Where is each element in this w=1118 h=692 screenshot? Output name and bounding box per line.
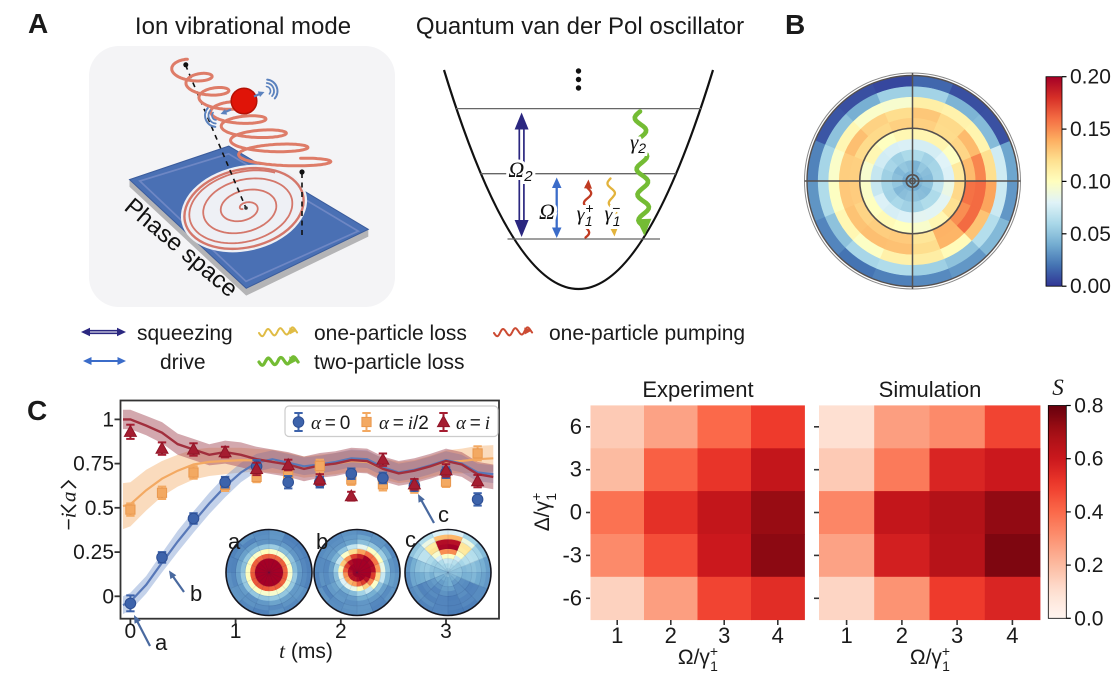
- svg-text:Simulation: Simulation: [879, 377, 982, 402]
- svg-text:0.20: 0.20: [1070, 66, 1111, 89]
- svg-text:3: 3: [440, 620, 452, 643]
- svg-text:-3: -3: [562, 542, 582, 567]
- svg-text:α = i/2: α = i/2: [379, 413, 429, 434]
- svg-text:α = i: α = i: [456, 413, 490, 434]
- svg-text:0.0: 0.0: [1074, 607, 1103, 630]
- svg-text:0.6: 0.6: [1074, 448, 1103, 471]
- svg-text:a: a: [57, 492, 81, 503]
- svg-text:a: a: [155, 630, 168, 655]
- svg-text:one-particle pumping: one-particle pumping: [549, 322, 745, 345]
- svg-text:A: A: [28, 8, 48, 39]
- svg-text:t (ms): t (ms): [279, 639, 333, 663]
- svg-text:3: 3: [718, 623, 730, 648]
- svg-text:Quantum van der Pol oscillator: Quantum van der Pol oscillator: [416, 13, 744, 40]
- svg-text:Ω/γ+1: Ω/γ+ 1: [678, 643, 718, 674]
- svg-text:0.25: 0.25: [73, 541, 114, 564]
- svg-text:3: 3: [951, 623, 963, 648]
- svg-text:one-particle loss: one-particle loss: [314, 322, 467, 345]
- svg-text:squeezing: squeezing: [137, 322, 233, 345]
- svg-text:4: 4: [772, 623, 784, 648]
- svg-text:c: c: [438, 502, 449, 527]
- svg-text:0.2: 0.2: [1074, 554, 1103, 577]
- svg-text:c: c: [405, 527, 416, 552]
- svg-text:0.05: 0.05: [1070, 223, 1111, 246]
- svg-text:1: 1: [230, 620, 242, 643]
- svg-text:-6: -6: [562, 585, 582, 610]
- svg-text:0.75: 0.75: [73, 453, 114, 476]
- svg-text:0.15: 0.15: [1070, 118, 1111, 141]
- svg-text:0.5: 0.5: [85, 497, 114, 520]
- svg-text:a: a: [228, 529, 241, 554]
- svg-text:0.8: 0.8: [1074, 395, 1103, 418]
- svg-text:two-particle loss: two-particle loss: [314, 351, 465, 374]
- svg-text:4: 4: [1006, 623, 1018, 648]
- svg-text:Ω: Ω: [539, 199, 555, 224]
- svg-text:0.10: 0.10: [1070, 170, 1111, 193]
- svg-text:1: 1: [102, 408, 114, 431]
- svg-text:Δ/γ+1: Δ/γ+1: [528, 493, 559, 532]
- svg-text:2: 2: [896, 623, 908, 648]
- svg-text:0.00: 0.00: [1070, 275, 1111, 298]
- svg-text:B: B: [785, 9, 805, 40]
- svg-text:6: 6: [570, 414, 582, 439]
- svg-text:−i: −i: [57, 512, 81, 530]
- svg-text:1: 1: [840, 623, 852, 648]
- svg-text:γ1+: γ1+: [577, 200, 594, 229]
- svg-text:γ1−: γ1−: [604, 200, 620, 229]
- svg-text:Ω/γ+1: Ω/γ+ 1: [910, 643, 950, 674]
- svg-text:C: C: [27, 395, 47, 426]
- svg-text:0: 0: [570, 500, 582, 525]
- svg-text:0: 0: [125, 620, 137, 643]
- svg-text:1: 1: [611, 623, 623, 648]
- svg-text:α = 0: α = 0: [311, 413, 350, 434]
- svg-text:b: b: [190, 581, 202, 606]
- svg-text:drive: drive: [160, 351, 206, 374]
- svg-text:3: 3: [570, 457, 582, 482]
- svg-text:Experiment: Experiment: [642, 377, 753, 402]
- svg-text:0: 0: [102, 585, 114, 608]
- svg-text:2: 2: [335, 620, 347, 643]
- svg-text:S: S: [1052, 375, 1064, 400]
- svg-text:Ion vibrational mode: Ion vibrational mode: [135, 13, 351, 40]
- svg-text:0.4: 0.4: [1074, 501, 1104, 524]
- svg-text:b: b: [316, 529, 328, 554]
- svg-text:2: 2: [665, 623, 677, 648]
